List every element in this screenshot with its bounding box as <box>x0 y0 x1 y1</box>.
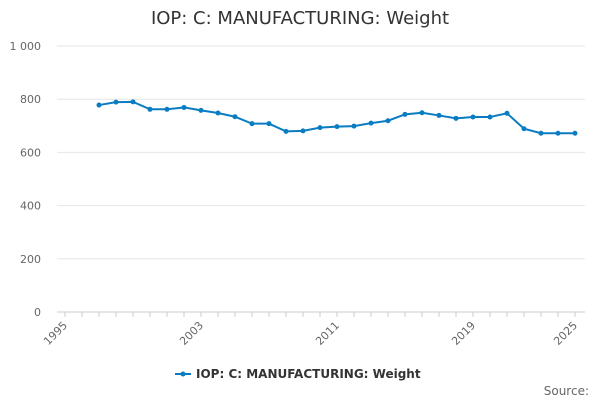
chart-title: IOP: C: MANUFACTURING: Weight <box>151 8 449 29</box>
data-point[interactable] <box>368 120 374 126</box>
y-tick-label: 800 <box>20 93 41 106</box>
data-point[interactable] <box>487 114 493 120</box>
data-point[interactable] <box>164 106 170 112</box>
data-point[interactable] <box>113 99 119 105</box>
data-point[interactable] <box>538 130 544 136</box>
y-axis-ticks: 0 200 400 600 800 1 000 <box>10 40 42 319</box>
series-group <box>96 99 578 136</box>
data-point[interactable] <box>300 128 306 134</box>
legend-swatch-marker <box>180 371 186 377</box>
x-axis-ticks: 1995 2003 2011 2019 2025 <box>41 312 580 348</box>
data-point[interactable] <box>334 124 340 130</box>
data-point[interactable] <box>504 110 510 116</box>
data-point[interactable] <box>249 121 255 127</box>
data-point[interactable] <box>147 106 153 112</box>
x-tick-label: 2011 <box>313 319 342 348</box>
data-point[interactable] <box>351 123 357 129</box>
y-tick-label: 600 <box>20 146 41 159</box>
y-tick-label: 0 <box>34 306 41 319</box>
data-point[interactable] <box>555 130 561 136</box>
data-point[interactable] <box>470 114 476 120</box>
x-tick-label: 2003 <box>177 319 206 348</box>
y-tick-label: 400 <box>20 200 41 213</box>
data-point[interactable] <box>181 104 187 110</box>
x-tick-label: 2025 <box>551 319 580 348</box>
x-tick-label: 1995 <box>41 319 70 348</box>
data-point[interactable] <box>130 99 136 105</box>
data-point[interactable] <box>385 118 391 124</box>
legend[interactable]: IOP: C: MANUFACTURING: Weight <box>175 367 421 381</box>
data-point[interactable] <box>572 130 578 136</box>
data-point[interactable] <box>96 102 102 108</box>
y-tick-label: 200 <box>20 253 41 266</box>
data-point[interactable] <box>436 112 442 118</box>
y-tick-label: 1 000 <box>10 40 42 53</box>
data-point[interactable] <box>521 126 527 132</box>
source-label: Source: <box>544 384 589 398</box>
data-point[interactable] <box>317 125 323 131</box>
grid-lines <box>57 45 585 313</box>
data-point[interactable] <box>232 114 238 120</box>
data-point[interactable] <box>402 111 408 117</box>
data-point[interactable] <box>198 107 204 113</box>
data-point[interactable] <box>283 128 289 134</box>
data-point[interactable] <box>266 121 272 127</box>
data-point[interactable] <box>419 110 425 116</box>
data-point[interactable] <box>215 110 221 116</box>
x-tick-label: 2019 <box>449 319 478 348</box>
data-point[interactable] <box>453 115 459 121</box>
legend-label: IOP: C: MANUFACTURING: Weight <box>196 367 421 381</box>
